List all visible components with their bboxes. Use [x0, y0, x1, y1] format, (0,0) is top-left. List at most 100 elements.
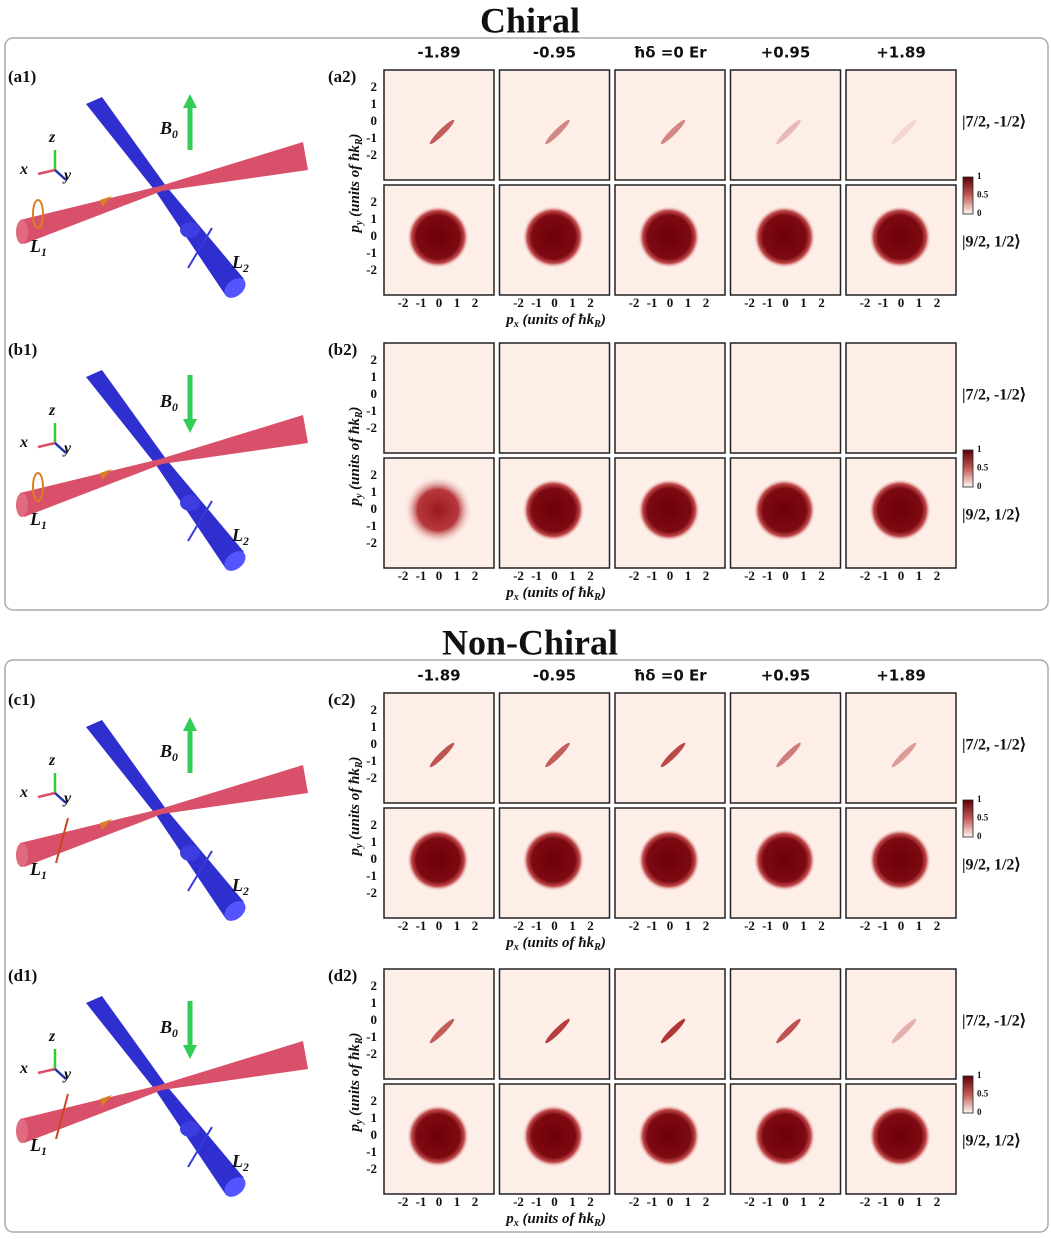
- label-main: L: [231, 525, 243, 545]
- polarization-linear: [55, 817, 69, 864]
- diagram-label: y: [62, 790, 72, 807]
- label-text: ): [347, 406, 363, 413]
- x-tick-label: 2: [472, 918, 479, 933]
- label-main: L: [29, 509, 41, 529]
- y-tick-label: 2: [371, 194, 378, 209]
- label-sub: y: [354, 843, 365, 849]
- polarization-l2: [187, 1126, 213, 1168]
- state-label: |7/2, -1/2⟩: [962, 387, 1026, 404]
- momentum-image: [383, 968, 495, 1080]
- x-tick-label: 1: [569, 568, 576, 583]
- diagram-label: z: [48, 129, 56, 146]
- y-tick-label: 1: [371, 96, 378, 111]
- x-tick-label: -2: [513, 295, 524, 310]
- label-main: B: [159, 741, 172, 761]
- image-feature: [407, 206, 469, 268]
- momentum-image: [614, 692, 726, 804]
- diagram-label: L2: [231, 875, 249, 898]
- y-tick-label: 0: [371, 113, 378, 128]
- image-feature: [522, 479, 585, 541]
- label-text: (units of ħk: [519, 935, 595, 951]
- x-tick-label: -1: [531, 1194, 542, 1209]
- section-title: Non-Chiral: [442, 622, 618, 662]
- image-feature: [753, 206, 816, 268]
- panel-label: (a1): [8, 67, 36, 86]
- x-tick-label: 1: [454, 568, 461, 583]
- y-tick-label: 0: [371, 1012, 378, 1027]
- x-tick-label: 0: [782, 918, 789, 933]
- panel-label: (d1): [8, 966, 37, 985]
- y-axis-label: py (units of ħkR): [347, 133, 365, 234]
- x-tick-label: 0: [551, 295, 558, 310]
- label-sub: x: [513, 319, 519, 330]
- label-sub: 1: [41, 869, 47, 882]
- label-text: ): [599, 935, 606, 951]
- label-text: (units of ħk: [347, 768, 363, 844]
- x-tick-label: -1: [762, 918, 773, 933]
- x-tick-label: -2: [398, 1194, 409, 1209]
- colorbar: [962, 1075, 974, 1114]
- section-box: [4, 37, 1049, 611]
- x-tick-label: 0: [898, 568, 905, 583]
- x-axis-label: px (units of ħkR): [504, 935, 606, 953]
- axis-y: [54, 1068, 67, 1080]
- y-tick-label: -2: [366, 147, 377, 162]
- label-sub: x: [513, 1218, 519, 1229]
- polarization-circular: [32, 199, 44, 229]
- label-sub: R: [354, 761, 365, 769]
- image-feature: [660, 1018, 686, 1044]
- momentum-image: [729, 968, 842, 1080]
- image-feature: [869, 1105, 931, 1167]
- label-symbol: p: [504, 935, 514, 951]
- y-tick-label: -2: [366, 262, 377, 277]
- label-text: ): [599, 312, 606, 328]
- diagram-label: L2: [231, 252, 249, 275]
- axis-y: [54, 169, 67, 181]
- x-tick-label: 1: [800, 568, 807, 583]
- label-text: ): [347, 756, 363, 763]
- momentum-image: [383, 342, 495, 454]
- x-tick-label: 2: [818, 918, 825, 933]
- panel-label: (b2): [328, 340, 357, 359]
- y-tick-label: 1: [371, 834, 378, 849]
- state-label: |9/2, 1/2⟩: [962, 1133, 1021, 1150]
- y-axis-label: py (units of ħkR): [347, 1032, 365, 1133]
- momentum-image: [498, 968, 611, 1080]
- polarization-l2: [187, 500, 213, 542]
- x-tick-label: -2: [398, 568, 409, 583]
- label-main: y: [62, 1066, 72, 1083]
- x-tick-label: -1: [531, 918, 542, 933]
- y-tick-label: 0: [371, 386, 378, 401]
- label-main: L: [29, 859, 41, 879]
- diagram-label: L1: [29, 236, 47, 259]
- x-axis-label: px (units of ħkR): [504, 1211, 606, 1229]
- y-tick-label: -1: [366, 518, 377, 533]
- diagram-label: x: [19, 434, 28, 451]
- beam-l1: [20, 142, 308, 244]
- x-tick-label: -2: [860, 918, 871, 933]
- image-feature: [638, 1105, 700, 1167]
- diagram-label: y: [62, 440, 72, 457]
- x-tick-label: -1: [647, 1194, 658, 1209]
- image-feature: [753, 479, 816, 541]
- x-tick-label: -1: [647, 918, 658, 933]
- y-tick-label: -1: [366, 868, 377, 883]
- x-tick-label: 0: [436, 568, 443, 583]
- beam-l1-arrowhead: [100, 469, 112, 480]
- image-feature: [545, 742, 570, 768]
- x-tick-label: 1: [685, 295, 692, 310]
- y-tick-label: -2: [366, 770, 377, 785]
- beam-l2: [86, 97, 244, 296]
- state-label: |7/2, -1/2⟩: [962, 737, 1026, 754]
- diagram-label: B0: [159, 1017, 178, 1040]
- image-feature: [545, 119, 570, 145]
- panel-label: (c2): [328, 690, 355, 709]
- y-tick-label: -1: [366, 403, 377, 418]
- x-tick-label: 0: [782, 295, 789, 310]
- beam-l2-end: [224, 1177, 246, 1197]
- x-tick-label: -1: [416, 918, 427, 933]
